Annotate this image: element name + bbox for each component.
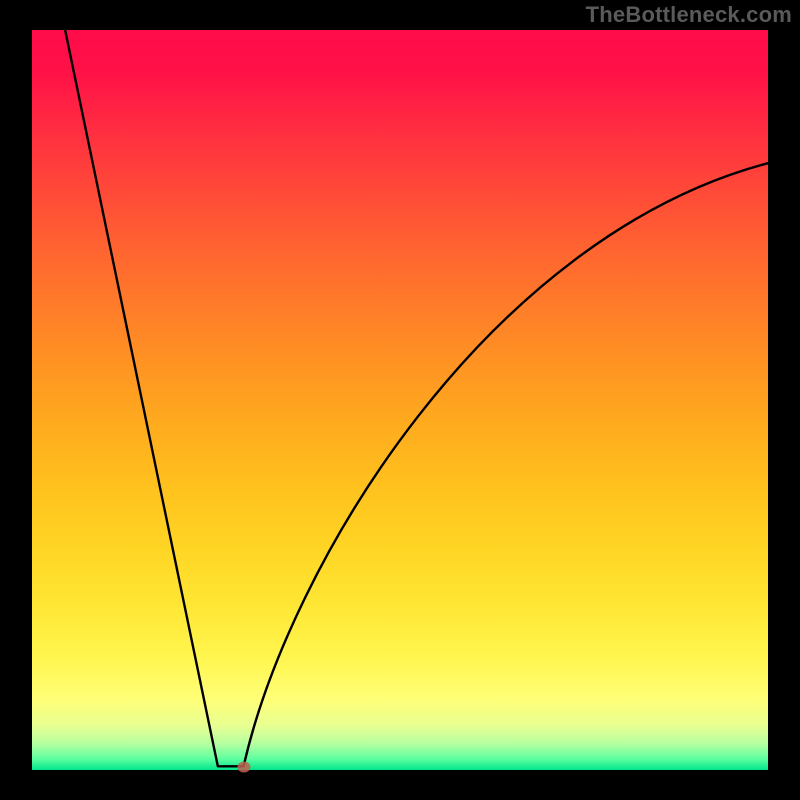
plot-background [32,30,768,770]
bottleneck-chart [0,0,800,800]
bottleneck-curve [65,30,768,766]
optimum-marker [237,762,250,773]
watermark-text: TheBottleneck.com [586,2,792,28]
chart-frame: TheBottleneck.com [0,0,800,800]
